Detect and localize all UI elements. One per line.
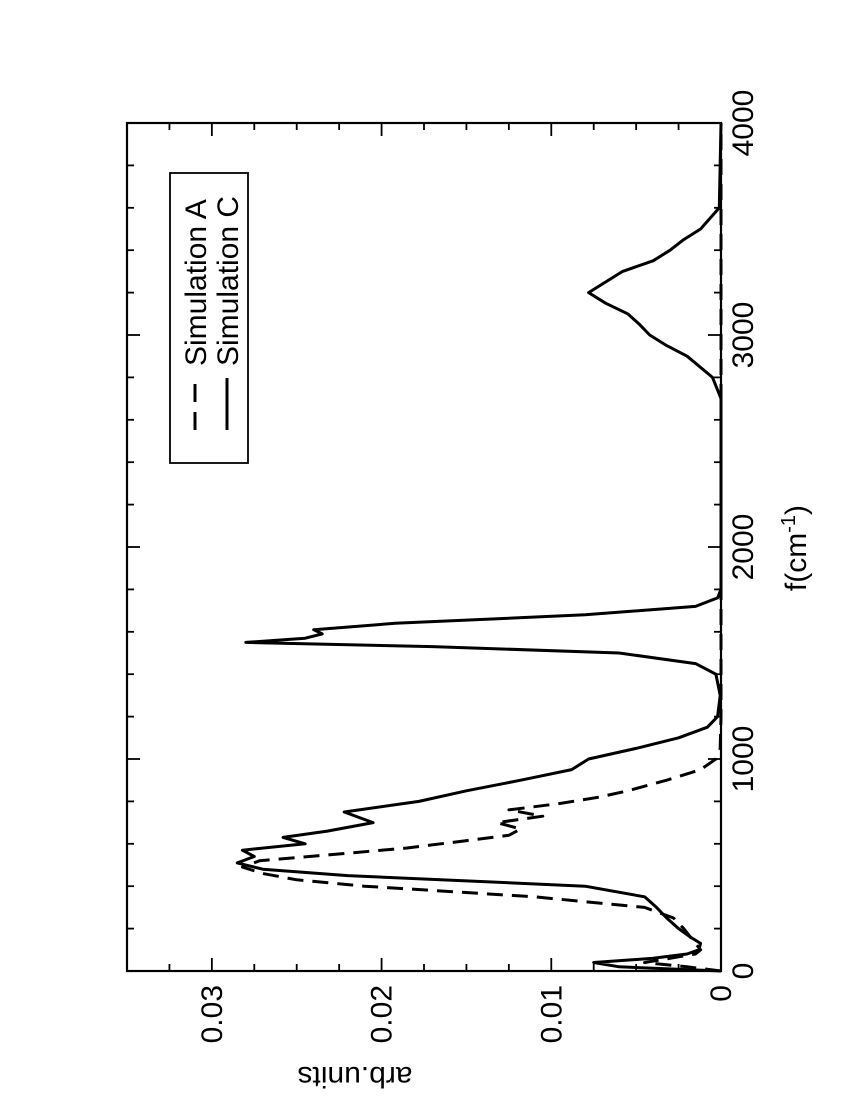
series-line-simulation-c	[235, 122, 723, 973]
x-axis-label-close: )	[780, 505, 813, 515]
legend-box	[169, 172, 249, 464]
x-tick-label: 0	[727, 963, 760, 980]
x-axis-label-sup: -1	[778, 515, 800, 533]
y-tick-label: 0.02	[366, 985, 399, 1043]
x-axis-label-main: f(cm	[780, 533, 813, 591]
series-layer	[235, 122, 723, 973]
y-axis-label: arb.units	[297, 1060, 412, 1093]
x-tick-label: 3000	[727, 302, 760, 369]
y-tick-label: 0.03	[196, 985, 229, 1043]
legend-label-c: Simulation C	[212, 196, 245, 366]
y-tick-label: 0.01	[535, 985, 568, 1043]
y-tick-label: 0	[705, 985, 738, 1002]
x-tick-label: 4000	[727, 90, 760, 157]
x-axis-label-text: f(cm-1)	[778, 505, 813, 591]
legend: Simulation A Simulation C	[169, 172, 249, 464]
x-axis-label: f(cm-1)	[778, 505, 813, 591]
x-tick-label: 2000	[727, 514, 760, 581]
tick-labels: 0 1000 2000 3000 4000 0 0.01 0.02 0.03	[196, 90, 760, 1044]
series-line-simulation-a	[240, 123, 723, 973]
legend-label-a: Simulation A	[180, 199, 213, 366]
x-tick-label: 1000	[727, 726, 760, 793]
